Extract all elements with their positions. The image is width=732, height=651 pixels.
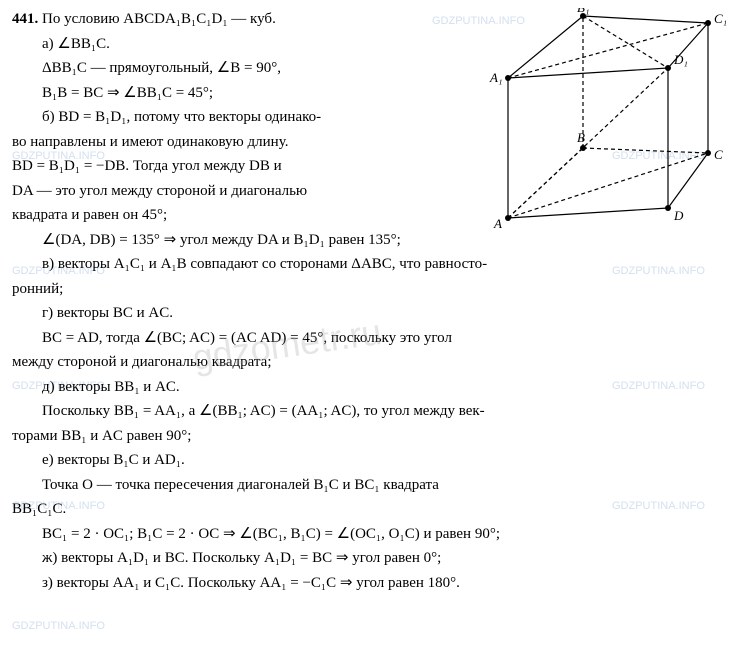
line: з) векторы AA₁ и C₁C. Поскольку AA₁ = −C…	[12, 572, 720, 595]
line: ΔBB₁C — прямоугольный, ∠B = 90°,	[12, 57, 720, 80]
line: во направлены и имеют одинаковую длину.	[12, 131, 720, 154]
line: BC₁ = 2 · OC₁; B₁C = 2 · OC ⇒ ∠(BC₁, B₁C…	[12, 523, 720, 546]
line: е) векторы B₁C и AD₁.	[12, 449, 720, 472]
solution-text: 441. По условию ABCDA₁B₁C₁D₁ — куб. а) ∠…	[12, 8, 720, 594]
line: По условию ABCDA₁B₁C₁D₁ — куб.	[42, 11, 276, 27]
line: ронний;	[12, 278, 720, 301]
line: торами BB₁ и AC равен 90°;	[12, 425, 720, 448]
line: ж) векторы A₁D₁ и BC. Поскольку A₁D₁ = B…	[12, 547, 720, 570]
line: BB₁C₁C.	[12, 498, 720, 521]
line: Поскольку BB₁ = AA₁, а ∠(BB₁; AC) = (AA₁…	[12, 400, 720, 423]
watermark: GDZPUTINA.INFO	[12, 618, 105, 635]
line: квадрата и равен он 45°;	[12, 204, 720, 227]
line: Точка O — точка пересечения диагоналей B…	[12, 474, 720, 497]
line: б) BD = B₁D₁, потому что векторы одинако…	[12, 106, 720, 129]
line: B₁B = BC ⇒ ∠BB₁C = 45°;	[12, 82, 720, 105]
problem-number: 441.	[12, 11, 38, 27]
line: между стороной и диагональю квадрата;	[12, 351, 720, 374]
line: г) векторы BC и AC.	[12, 302, 720, 325]
line: DA — это угол между стороной и диагональ…	[12, 180, 720, 203]
line: а) ∠BB₁C.	[12, 33, 720, 56]
line: BD = B₁D₁ = −DB. Тогда угол между DB и	[12, 155, 720, 178]
line: ∠(DA, DB) = 135° ⇒ угол между DA и B₁D₁ …	[12, 229, 720, 252]
line: BC = AD, тогда ∠(BC; AC) = (AC AD) = 45°…	[12, 327, 720, 350]
line: д) векторы BB₁ и AC.	[12, 376, 720, 399]
line: в) векторы A₁C₁ и A₁B совпадают со сторо…	[12, 253, 720, 276]
